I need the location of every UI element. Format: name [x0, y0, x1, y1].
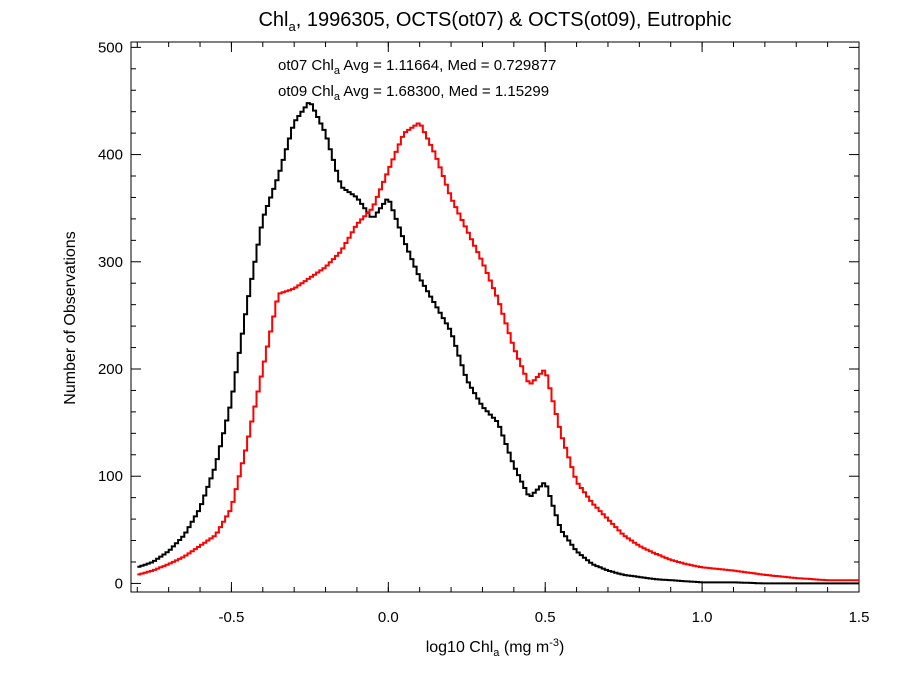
- x-tick-label: 1.0: [692, 609, 713, 626]
- y-axis-ticks: 0 100 200 300 400 500: [98, 39, 859, 592]
- y-tick-label: 400: [98, 147, 123, 164]
- annotations: ot07 Chla Avg = 1.11664, Med = 0.729877 o…: [278, 57, 556, 103]
- annotation-ot09: ot09 Chla Avg = 1.68300, Med = 1.15299: [278, 83, 549, 103]
- plot-frame: [130, 41, 860, 593]
- y-tick-label: 500: [98, 39, 123, 56]
- y-tick-label: 100: [98, 468, 123, 485]
- x-tick-label: 0.0: [378, 609, 399, 626]
- series-line-ot07: [137, 102, 859, 585]
- y-axis-label: Number of Observations: [62, 231, 79, 404]
- series-line-ot09: [137, 122, 859, 582]
- annotation-ot07: ot07 Chla Avg = 1.11664, Med = 0.729877: [278, 57, 556, 77]
- x-tick-label: 0.5: [535, 609, 556, 626]
- x-tick-label: 1.5: [849, 609, 870, 626]
- x-axis-ticks: -0.5 0.0 0.5 1.0 1.5: [136, 42, 870, 626]
- y-tick-label: 0: [115, 575, 123, 592]
- chart-title: Chla, 1996305, OCTS(ot07) & OCTS(ot09), …: [258, 9, 731, 34]
- x-axis-label: log10 Chla (mg m-3): [426, 637, 565, 659]
- series-group: [137, 102, 859, 585]
- x-tick-label: -0.5: [218, 609, 244, 626]
- plot-area: [130, 41, 860, 593]
- y-tick-label: 300: [98, 254, 123, 271]
- y-tick-label: 200: [98, 361, 123, 378]
